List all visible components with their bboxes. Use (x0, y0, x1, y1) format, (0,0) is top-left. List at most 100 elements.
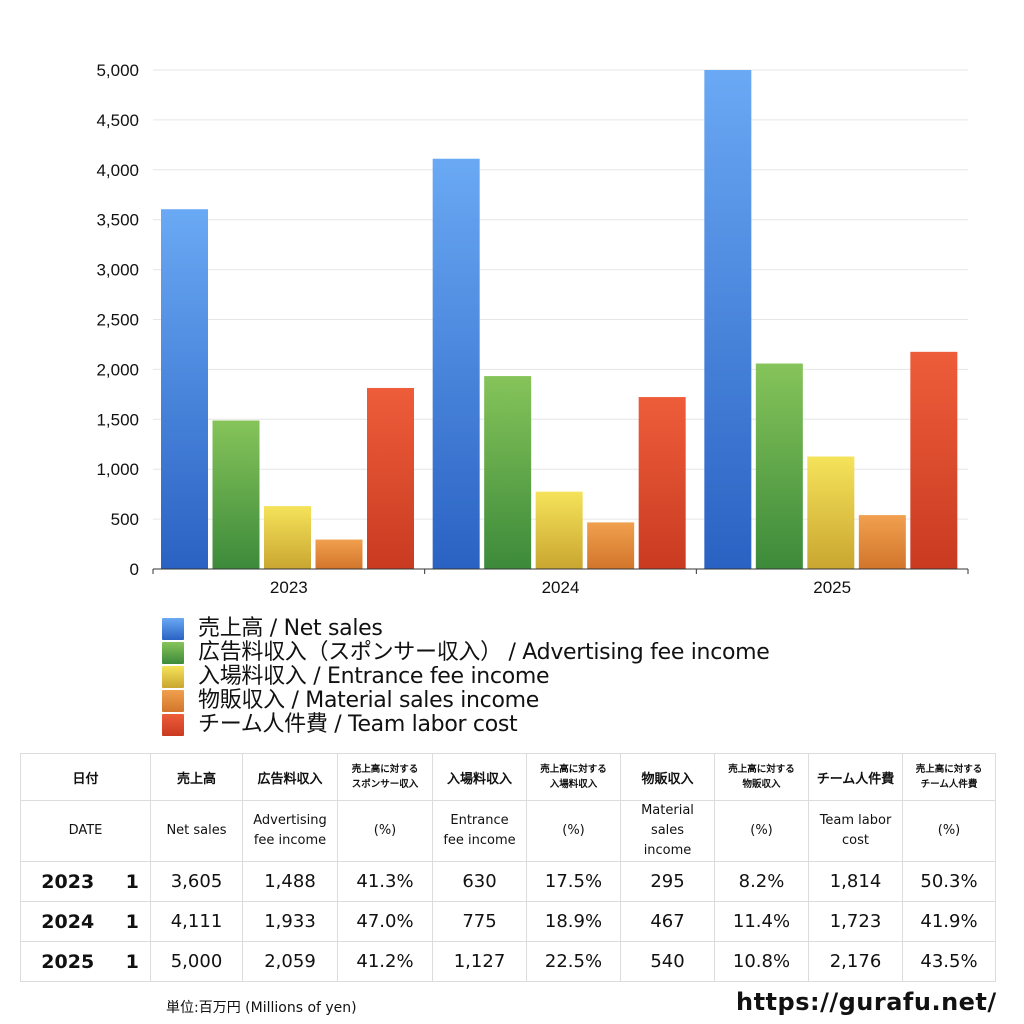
legend-item-entrance: 入場料収入 / Entrance fee income (162, 665, 770, 689)
header-material-ratio-en: (%) (714, 800, 809, 862)
cell-ad-pct: 41.3% (337, 861, 433, 902)
y-tick-label: 5,000 (96, 61, 139, 80)
cell-labor: 1,723 (808, 901, 903, 942)
cell-material: 295 (620, 861, 715, 902)
bar (212, 420, 260, 569)
cell-entrance: 1,127 (432, 941, 527, 982)
y-tick-label: 1,000 (96, 460, 139, 479)
cell-entrance-pct: 17.5% (526, 861, 621, 902)
header-date-jp: 日付 (20, 753, 151, 801)
bar (807, 456, 855, 569)
bar (161, 209, 208, 569)
cell-labor: 1,814 (808, 861, 903, 902)
legend-swatch-entrance (162, 666, 184, 688)
header-labor-jp: チーム人件費 (808, 753, 903, 801)
legend-label: 物販収入 / Material sales income (198, 688, 539, 713)
cell-material-pct: 10.8% (714, 941, 809, 982)
cell-year: 2023 (20, 861, 115, 902)
legend-item-net-sales: 売上高 / Net sales (162, 617, 770, 641)
cell-net-sales: 5,000 (150, 941, 243, 982)
unit-note: 単位:百万円 (Millions of yen) (166, 1000, 357, 1016)
bar (858, 515, 906, 569)
cell-year: 2024 (20, 901, 115, 942)
legend-item-material: 物販収入 / Material sales income (162, 689, 770, 713)
y-axis-ticks: 0 500 1,000 1,500 2,000 2,500 3,000 3,500 4,000 4… (96, 61, 139, 579)
x-tick-label: 2025 (813, 578, 851, 597)
bar (910, 351, 958, 569)
table-row: 2023 1 3,605 1,488 41.3% 630 17.5% 295 8… (20, 861, 996, 902)
cell-ad: 1,488 (242, 861, 338, 902)
legend-label: 広告料収入（スポンサー収入） / Advertising fee income (198, 640, 770, 665)
legend-swatch-net-sales (162, 618, 184, 640)
cell-qty: 1 (114, 941, 151, 982)
bar (484, 376, 532, 569)
data-table: 日付 売上高 広告料収入 売上高に対する スポンサー収入 入場料収入 売上高に対す… (20, 753, 996, 982)
y-tick-label: 0 (130, 560, 139, 579)
header-net-sales-en: Net sales (150, 800, 243, 862)
header-ad-ratio-en: (%) (337, 800, 433, 862)
header-date-en: DATE (20, 800, 151, 862)
bar (315, 539, 363, 569)
cell-entrance: 630 (432, 861, 527, 902)
x-tick-label: 2023 (270, 578, 308, 597)
cell-labor-pct: 41.9% (902, 901, 996, 942)
cell-ad-pct: 41.2% (337, 941, 433, 982)
cell-year: 2025 (20, 941, 115, 982)
y-tick-label: 3,500 (96, 211, 139, 230)
legend-swatch-advertising (162, 642, 184, 664)
cell-qty: 1 (114, 901, 151, 942)
y-tick-label: 500 (111, 510, 139, 529)
x-axis: 2023 2024 2025 (152, 568, 969, 597)
x-tick-label: 2024 (542, 578, 580, 597)
bar (704, 70, 752, 569)
y-tick-label: 4,000 (96, 161, 139, 180)
bar (755, 363, 803, 569)
legend-item-labor: チーム人件費 / Team labor cost (162, 713, 770, 737)
cell-material: 540 (620, 941, 715, 982)
bar (638, 397, 686, 569)
cell-entrance-pct: 22.5% (526, 941, 621, 982)
header-net-sales-jp: 売上高 (150, 753, 243, 801)
cell-ad: 2,059 (242, 941, 338, 982)
legend-label: 入場料収入 / Entrance fee income (198, 664, 550, 689)
header-labor-ratio-jp: 売上高に対する チーム人件費 (902, 753, 996, 801)
header-entrance-jp: 入場料収入 (432, 753, 527, 801)
bar (432, 158, 480, 569)
table-row: 2024 1 4,111 1,933 47.0% 775 18.9% 467 1… (20, 901, 996, 942)
cell-ad-pct: 47.0% (337, 901, 433, 942)
cell-net-sales: 4,111 (150, 901, 243, 942)
header-labor-ratio-en: (%) (902, 800, 996, 862)
y-tick-label: 2,000 (96, 360, 139, 379)
bar (264, 506, 311, 569)
header-ad-jp: 広告料収入 (242, 753, 338, 801)
site-url: https://gurafu.net/ (736, 988, 997, 1016)
table-row: 2025 1 5,000 2,059 41.2% 1,127 22.5% 540… (20, 941, 996, 982)
cell-material: 467 (620, 901, 715, 942)
header-material-en: Material sales income (620, 800, 715, 862)
bar (367, 387, 414, 569)
bar-chart: 0 500 1,000 1,500 2,000 2,500 3,000 3,500 4,000 4… (96, 61, 969, 597)
grid-lines (153, 69, 968, 520)
header-material-ratio-jp: 売上高に対する 物販収入 (714, 753, 809, 801)
legend-swatch-material (162, 690, 184, 712)
header-ad-en: Advertising fee income (242, 800, 338, 862)
header-ad-ratio-jp: 売上高に対する スポンサー収入 (337, 753, 433, 801)
cell-entrance-pct: 18.9% (526, 901, 621, 942)
bar (587, 522, 635, 569)
y-tick-label: 3,000 (96, 261, 139, 280)
table-header-en: DATE Net sales Advertising fee income (%)… (20, 800, 996, 862)
y-tick-label: 1,500 (96, 410, 139, 429)
cell-material-pct: 11.4% (714, 901, 809, 942)
cell-net-sales: 3,605 (150, 861, 243, 902)
legend-item-advertising: 広告料収入（スポンサー収入） / Advertising fee income (162, 641, 770, 665)
header-entrance-ratio-jp: 売上高に対する 入場料収入 (526, 753, 621, 801)
table-header-jp: 日付 売上高 広告料収入 売上高に対する スポンサー収入 入場料収入 売上高に対す… (20, 753, 996, 801)
header-material-jp: 物販収入 (620, 753, 715, 801)
legend: 売上高 / Net sales 広告料収入（スポンサー収入） / Adverti… (162, 617, 770, 737)
cell-ad: 1,933 (242, 901, 338, 942)
y-tick-label: 4,500 (96, 111, 139, 130)
cell-labor-pct: 50.3% (902, 861, 996, 902)
header-entrance-en: Entrance fee income (432, 800, 527, 862)
y-tick-label: 2,500 (96, 311, 139, 330)
legend-label: チーム人件費 / Team labor cost (198, 712, 518, 737)
